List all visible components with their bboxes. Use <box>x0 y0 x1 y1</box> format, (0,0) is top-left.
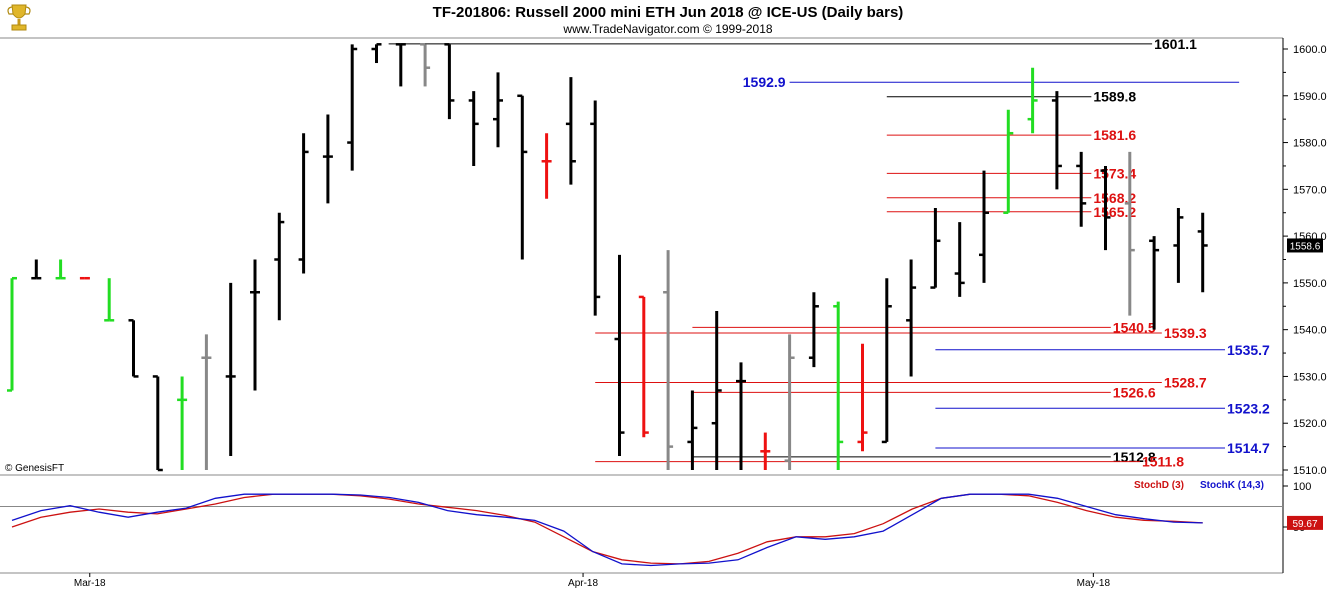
price-tick-label: 1550.0 <box>1293 278 1327 290</box>
price-tick-label: 1520.0 <box>1293 418 1327 430</box>
stoch-last-marker: 59.67 <box>1287 515 1323 530</box>
ohlc-bar <box>1124 151 1135 316</box>
ohlc-bar <box>1076 151 1087 227</box>
ohlc-bar <box>711 310 722 470</box>
ohlc-bar <box>225 282 236 456</box>
watermark: © GenesisFT <box>5 463 64 474</box>
level-label: 1539.3 <box>1164 325 1207 341</box>
price-tick-label: 1590.0 <box>1293 91 1327 103</box>
level-label: 1581.6 <box>1093 127 1136 143</box>
ohlc-bar <box>298 133 309 274</box>
date-tick-label: Mar-18 <box>74 578 106 589</box>
level-label: 1589.8 <box>1093 89 1136 105</box>
level-label: 1528.7 <box>1164 375 1207 391</box>
ohlc-bar <box>541 133 552 199</box>
ohlc-bar <box>784 334 795 470</box>
ohlc-bar <box>760 432 771 470</box>
last-price-label: 1558.6 <box>1290 241 1321 252</box>
ohlc-bar <box>55 259 66 280</box>
ohlc-bar <box>808 292 819 368</box>
ohlc-bar <box>250 259 260 391</box>
ohlc-bar <box>444 43 455 120</box>
ohlc-bar <box>1100 165 1111 251</box>
ohlc-bar <box>395 43 406 87</box>
ohlc-bar <box>31 259 42 280</box>
ohlc-bar <box>736 362 746 470</box>
price-tick-label: 1570.0 <box>1293 184 1327 196</box>
level-label: 1512.8 <box>1113 449 1156 465</box>
ohlc-bar <box>420 43 431 87</box>
ohlc-bar <box>1003 109 1014 214</box>
level-label: 1514.7 <box>1227 440 1270 456</box>
chart-subtitle: www.TradeNavigator.com © 1999-2018 <box>562 22 772 36</box>
ohlc-bar <box>371 43 382 64</box>
ohlc-bar <box>274 212 285 321</box>
level-label: 1511.8 <box>1142 454 1184 470</box>
ohlc-bar <box>7 276 17 392</box>
ohlc-bar <box>565 77 576 185</box>
level-label: 1523.2 <box>1227 400 1270 416</box>
ohlc-bar <box>857 343 868 452</box>
ohlc-bar <box>881 278 892 444</box>
price-tick-label: 1600.0 <box>1293 44 1327 56</box>
ohlc-bar <box>1027 67 1038 134</box>
ohlc-bar <box>1149 236 1160 330</box>
price-tick-label: 1540.0 <box>1293 325 1327 337</box>
ohlc-bar <box>930 208 941 289</box>
stoch-last-label: 59.67 <box>1292 519 1317 530</box>
ohlc-bar <box>201 334 212 470</box>
price-tick-label: 1510.0 <box>1293 465 1327 477</box>
level-label: 1540.5 <box>1113 319 1156 335</box>
date-tick-label: Apr-18 <box>568 578 598 589</box>
ohlc-bar <box>1197 212 1208 293</box>
last-price-marker: 1558.6 <box>1287 238 1323 253</box>
ohlc-bar <box>663 250 674 470</box>
level-label: 1592.9 <box>743 74 786 90</box>
ohlc-bar <box>1173 208 1184 283</box>
ohlc-bar <box>104 278 115 322</box>
date-axis: Mar-18 Apr-18 May-18 <box>74 573 1111 589</box>
stoch-k-legend: StochK (14,3) <box>1200 480 1264 491</box>
ohlc-bar <box>347 44 358 171</box>
ohlc-bar <box>614 254 625 456</box>
level-label: 1535.7 <box>1227 342 1270 358</box>
level-label: 1601.1 <box>1154 36 1197 52</box>
price-tick-label: 1580.0 <box>1293 138 1327 150</box>
price-axis: 1510.01520.01530.01540.01550.01560.01570… <box>1283 44 1327 477</box>
price-tick-label: 1530.0 <box>1293 371 1327 383</box>
ohlc-bar <box>1051 91 1062 190</box>
ohlc-bar <box>590 100 601 316</box>
ohlc-bar <box>152 375 163 472</box>
ohlc-bar <box>322 114 333 204</box>
ohlc-bar <box>906 259 917 377</box>
stoch-tick-label: 100 <box>1293 481 1311 493</box>
ohlc-bar <box>979 170 989 283</box>
ohlc-bar <box>468 91 479 166</box>
ohlc-bar <box>517 94 528 260</box>
ohlc-bar <box>687 390 698 470</box>
ohlc-bar <box>833 301 844 470</box>
ohlc-bar <box>177 376 188 470</box>
level-lines: 1601.11592.91589.81581.61573.41568.21565… <box>388 36 1270 470</box>
ohlc-bar <box>638 295 649 438</box>
ohlc-bar <box>128 319 139 378</box>
date-tick-label: May-18 <box>1077 578 1111 589</box>
ohlc-bar <box>954 222 965 297</box>
level-label: 1526.6 <box>1113 384 1156 400</box>
ohlc-bar <box>493 72 503 148</box>
trophy-icon <box>7 4 31 31</box>
ohlc-bars <box>7 43 1208 472</box>
stoch-k-line <box>11 493 1203 567</box>
chart-title: TF-201806: Russell 2000 mini ETH Jun 201… <box>433 4 904 21</box>
stoch-d-legend: StochD (3) <box>1134 480 1184 491</box>
